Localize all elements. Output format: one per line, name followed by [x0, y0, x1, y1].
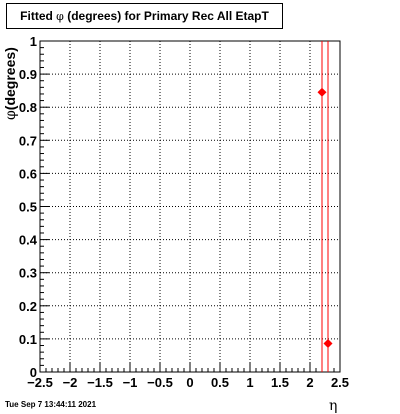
x-tick-label: 2 — [306, 375, 313, 390]
y-tick-label: 0.9 — [19, 67, 37, 82]
y-tick-label: 0.3 — [19, 266, 37, 281]
y-tick-label: 0.2 — [19, 299, 37, 314]
x-tick-label: 0.5 — [211, 375, 229, 390]
chart-title-phi-symbol: φ — [56, 10, 64, 23]
y-tick-label: 0.4 — [19, 233, 38, 248]
chart-title-prefix: Fitted — [20, 9, 57, 23]
x-tick-label: −1 — [123, 375, 138, 390]
x-tick-label: −2.5 — [27, 375, 53, 390]
timestamp: Tue Sep 7 13:44:11 2021 — [5, 400, 97, 409]
chart-title-suffix: (degrees) for Primary Rec All EtapT — [63, 9, 269, 23]
data-point — [323, 339, 333, 349]
x-tick-label: 1 — [246, 375, 253, 390]
y-tick-label: 0.5 — [19, 200, 37, 215]
y-tick-label: 0.1 — [19, 332, 37, 347]
y-tick-label: 1 — [30, 34, 37, 49]
x-tick-label: 2.5 — [331, 375, 349, 390]
y-axis-label-symbol: φ — [3, 110, 19, 120]
x-tick-label: −2 — [63, 375, 78, 390]
data-point — [317, 87, 327, 97]
y-tick-label: 0.7 — [19, 133, 37, 148]
y-axis-label-text: (degrees) — [2, 47, 18, 111]
y-tick-label: 0 — [30, 365, 37, 380]
y-axis-label: φ(degrees) — [2, 10, 20, 120]
chart-title: Fitted φ (degrees) for Primary Rec All E… — [6, 3, 283, 29]
x-tick-label: 0 — [186, 375, 193, 390]
x-tick-label: −1.5 — [87, 375, 113, 390]
x-tick-label: −0.5 — [147, 375, 173, 390]
y-tick-label: 0.6 — [19, 166, 37, 181]
x-tick-label: 1.5 — [271, 375, 289, 390]
x-axis-label: η — [329, 398, 338, 414]
y-tick-label: 0.8 — [19, 100, 37, 115]
